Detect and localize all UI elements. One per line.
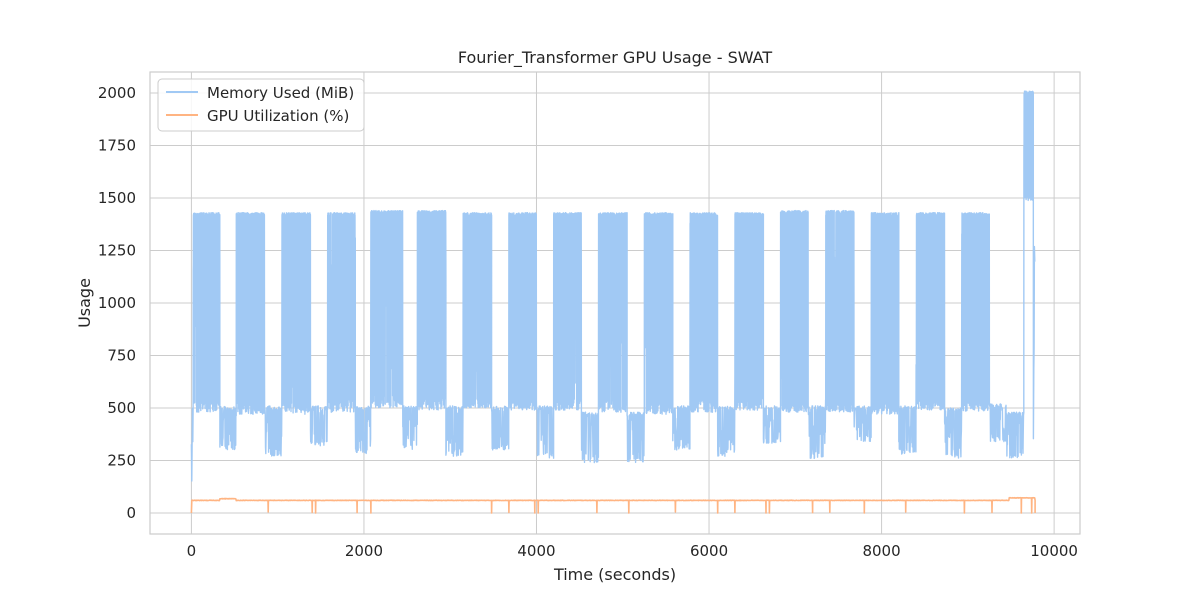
legend-label-gpu-util: GPU Utilization (%) xyxy=(207,107,349,125)
y-tick-label: 500 xyxy=(107,399,136,417)
y-axis-label: Usage xyxy=(75,278,94,328)
x-tick-label: 4000 xyxy=(517,542,555,560)
x-tick-labels: 0 2000 4000 6000 8000 10000 xyxy=(187,542,1078,560)
x-tick-label: 0 xyxy=(187,542,197,560)
y-tick-label: 750 xyxy=(107,347,136,365)
y-tick-label: 1000 xyxy=(98,294,136,312)
legend: Memory Used (MiB) GPU Utilization (%) xyxy=(157,78,365,132)
y-tick-label: 1500 xyxy=(98,189,136,207)
legend-label-memory: Memory Used (MiB) xyxy=(207,84,354,102)
series-gpu-utilization-line xyxy=(190,496,1036,514)
legend-box xyxy=(157,78,365,132)
y-tick-label: 1750 xyxy=(98,137,136,155)
y-tick-label: 1250 xyxy=(98,242,136,260)
x-tick-label: 10000 xyxy=(1030,542,1078,560)
x-axis-label: Time (seconds) xyxy=(553,565,676,584)
plot-frame xyxy=(149,71,1081,535)
y-tick-label: 0 xyxy=(126,504,136,522)
y-tick-label: 2000 xyxy=(98,84,136,102)
series-memory-line xyxy=(190,90,1036,482)
series-layer xyxy=(190,90,1036,514)
x-tick-label: 2000 xyxy=(345,542,383,560)
chart-title: Fourier_Transformer GPU Usage - SWAT xyxy=(458,48,773,68)
y-tick-labels: 0 250 500 750 1000 1250 1500 1750 2000 xyxy=(98,84,136,522)
x-tick-label: 8000 xyxy=(862,542,900,560)
y-tick-label: 250 xyxy=(107,452,136,470)
x-tick-label: 6000 xyxy=(690,542,728,560)
